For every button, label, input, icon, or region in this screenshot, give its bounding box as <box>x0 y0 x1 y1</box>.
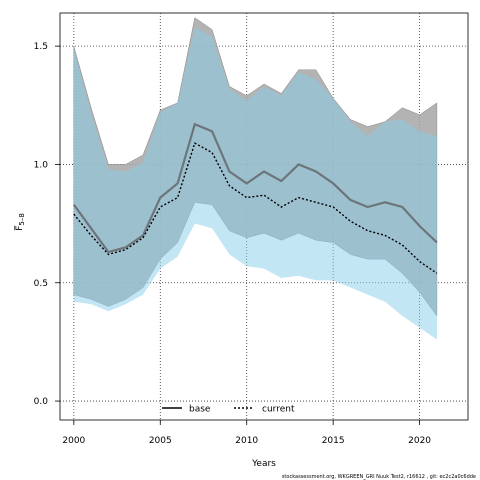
x-tick-label: 2005 <box>149 436 172 446</box>
legend-label-base: base <box>189 405 211 415</box>
y-tick-label: 0.0 <box>34 397 49 407</box>
y-axis: 0.0 0.5 1.0 1.5 <box>34 42 60 407</box>
line-current <box>73 142 438 274</box>
line-base <box>72 122 438 254</box>
svg-text:F̅5–8: F̅5–8 <box>13 213 26 231</box>
x-axis-title: Years <box>251 459 276 469</box>
y-axis-title-main: F̅ <box>13 225 25 231</box>
x-axis: 2000 2005 2010 2015 2020 <box>62 420 431 446</box>
plot-frame <box>59 12 469 421</box>
y-tick-label: 0.5 <box>34 279 48 289</box>
x-tick-label: 2015 <box>322 436 345 446</box>
x-tick-label: 2000 <box>62 436 85 446</box>
legend-label-current: current <box>262 405 295 415</box>
y-tick-label: 1.5 <box>34 42 48 52</box>
x-tick-label: 2020 <box>408 436 431 446</box>
y-axis-title-subscript: 5–8 <box>18 213 26 225</box>
y-axis-title: F̅5–8 <box>13 213 26 231</box>
series-lines <box>72 122 438 274</box>
x-tick-label: 2010 <box>235 436 258 446</box>
band-current <box>73 27 437 340</box>
legend: base current <box>162 405 295 415</box>
footer-credit: stockassessment.org, WKGREEN_GRI Nuuk Te… <box>282 474 476 480</box>
y-tick-label: 1.0 <box>34 160 49 170</box>
confidence-bands <box>73 17 438 340</box>
